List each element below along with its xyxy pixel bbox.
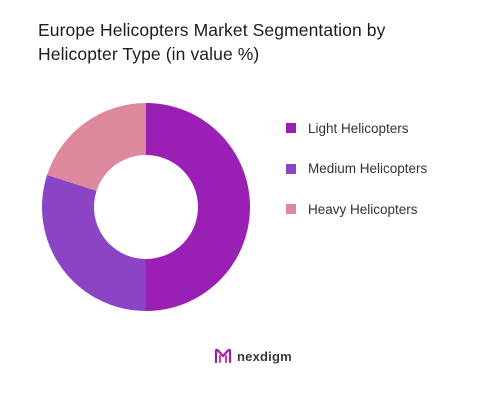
legend-swatch xyxy=(286,123,296,133)
donut-slice-heavy-helicopters xyxy=(47,103,147,191)
legend-label: Medium Helicopters xyxy=(308,161,428,176)
donut-slices xyxy=(42,103,250,311)
donut-slice-light-helicopters xyxy=(146,103,250,311)
legend-label: Light Helicopters xyxy=(308,120,409,136)
legend-label: Heavy Helicopters xyxy=(308,201,418,217)
chart-title-line-1: Europe Helicopters Market Segmentation b… xyxy=(38,20,386,40)
logo-text: nexdigm xyxy=(237,348,292,364)
legend-item: Heavy Helicopters xyxy=(286,199,427,219)
nexdigm-logo-icon xyxy=(214,348,232,364)
donut-slice-medium-helicopters xyxy=(42,174,146,311)
legend-swatch xyxy=(286,204,296,214)
chart-legend: Light Helicopters Medium Helicopters Heavy… xyxy=(286,118,427,240)
legend-item: Light Helicopters xyxy=(286,118,427,138)
legend-swatch xyxy=(286,163,296,174)
brand-logo: nexdigm xyxy=(214,348,292,364)
chart-title-line-2: Helicopter Type (in value %) xyxy=(38,44,260,64)
legend-item: Medium Helicopters xyxy=(286,159,427,179)
chart-title: Europe Helicopters Market Segmentation b… xyxy=(38,18,458,66)
